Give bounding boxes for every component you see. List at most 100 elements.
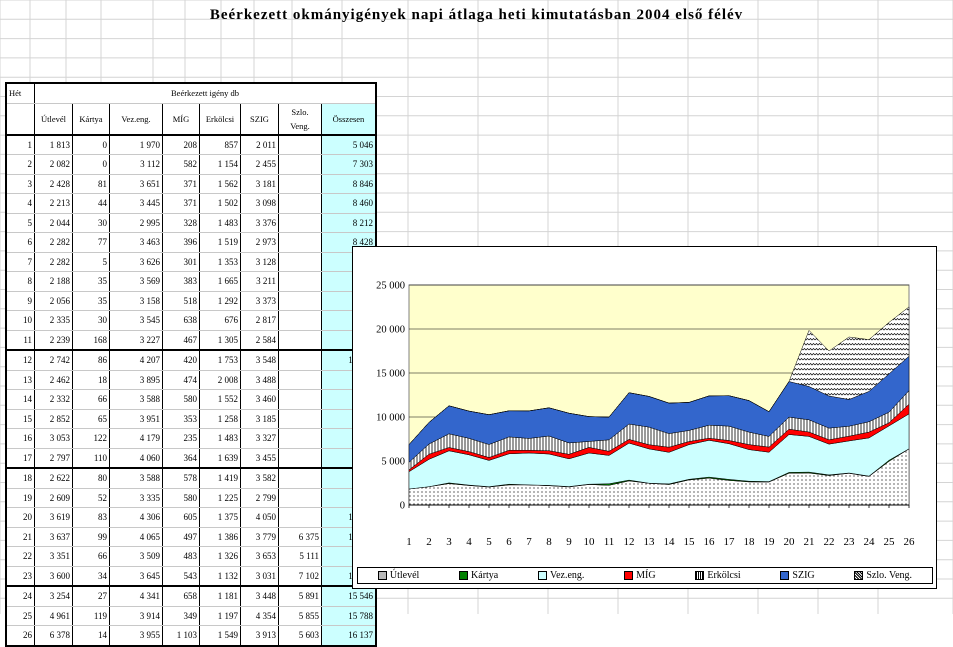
- value-cell: 3 588: [109, 467, 163, 489]
- x-tick-label: 2: [426, 536, 432, 548]
- value-cell: 4 306: [109, 507, 163, 528]
- column-header: SZIG: [240, 103, 279, 135]
- value-cell: 6 375: [278, 527, 322, 547]
- value-cell: [278, 252, 322, 272]
- value-cell: 1 154: [199, 154, 241, 175]
- value-cell: 3 327: [240, 428, 279, 449]
- value-cell: 1 181: [199, 585, 241, 607]
- column-header: Kártya: [72, 103, 110, 135]
- value-cell: 2 008: [199, 370, 241, 390]
- chart-legend: Útlevél Kártya Vez.eng. MÍG Erkölcsi SZIG Szlo…: [357, 567, 933, 584]
- value-cell: [278, 174, 322, 194]
- legend-swatch: [624, 571, 634, 580]
- value-cell: 4 060: [109, 448, 163, 469]
- value-cell: 1 419: [199, 467, 241, 489]
- total-cell: 16 137: [321, 625, 377, 646]
- value-cell: 30: [72, 213, 110, 233]
- value-cell: 1 813: [34, 133, 73, 155]
- value-cell: 1 132: [199, 566, 241, 587]
- value-cell: 3 955: [109, 625, 163, 646]
- value-cell: 474: [162, 370, 200, 390]
- week-cell: 1: [6, 133, 35, 155]
- value-cell: 2 282: [34, 232, 73, 253]
- legend-item: Kártya: [459, 570, 498, 581]
- value-cell: [278, 310, 322, 331]
- x-tick-label: 16: [704, 536, 716, 548]
- value-cell: 3 098: [240, 193, 279, 214]
- value-cell: 65: [72, 409, 110, 429]
- week-cell: 16: [6, 428, 35, 449]
- y-tick-label: 15 000: [376, 369, 405, 380]
- value-cell: 543: [162, 566, 200, 587]
- value-cell: 1 353: [199, 252, 241, 272]
- value-cell: 0: [72, 133, 110, 155]
- value-cell: 420: [162, 349, 200, 371]
- value-cell: [278, 409, 322, 429]
- value-cell: 301: [162, 252, 200, 272]
- value-cell: 2 817: [240, 310, 279, 331]
- value-cell: 2 011: [240, 133, 279, 155]
- value-cell: 658: [162, 585, 200, 607]
- value-cell: 580: [162, 389, 200, 410]
- sheet-title: Beérkezett okmányigények napi átlaga het…: [209, 7, 744, 23]
- x-tick-label: 26: [904, 536, 916, 548]
- legend-label: SZIG: [792, 570, 815, 581]
- value-cell: 3 582: [240, 467, 279, 489]
- value-cell: 3 626: [109, 252, 163, 272]
- value-cell: 4 341: [109, 585, 163, 607]
- value-cell: 35: [72, 291, 110, 311]
- x-tick-label: 21: [804, 536, 815, 548]
- value-cell: 2 044: [34, 213, 73, 233]
- value-cell: 2 335: [34, 310, 73, 331]
- value-cell: 5 891: [278, 585, 322, 607]
- value-cell: 122: [72, 428, 110, 449]
- value-cell: 578: [162, 467, 200, 489]
- value-cell: 66: [72, 546, 110, 567]
- area-series-7: [408, 306, 910, 445]
- value-cell: 3 488: [240, 370, 279, 390]
- value-cell: [278, 193, 322, 214]
- value-cell: 3 227: [109, 330, 163, 351]
- week-cell: 3: [6, 174, 35, 194]
- value-cell: 497: [162, 527, 200, 547]
- value-cell: 1 562: [199, 174, 241, 194]
- value-cell: 81: [72, 174, 110, 194]
- value-cell: 582: [162, 154, 200, 175]
- value-cell: 1 519: [199, 232, 241, 253]
- value-cell: 518: [162, 291, 200, 311]
- value-cell: 4 050: [240, 507, 279, 528]
- week-cell: 12: [6, 349, 35, 371]
- value-cell: 3 653: [240, 546, 279, 567]
- value-cell: 5 603: [278, 625, 322, 646]
- column-header: MÍG: [162, 103, 200, 135]
- value-cell: [278, 349, 322, 371]
- value-cell: 371: [162, 193, 200, 214]
- value-cell: [278, 428, 322, 449]
- value-cell: 1 292: [199, 291, 241, 311]
- value-cell: 3 351: [34, 546, 73, 567]
- y-tick-label: 25 000: [376, 281, 405, 292]
- value-cell: 1 197: [199, 606, 241, 626]
- value-cell: 3 254: [34, 585, 73, 607]
- data-table: Hét Beérkezett igény db Útlevél Kártya Vez.e…: [5, 82, 377, 647]
- value-cell: 18: [72, 370, 110, 390]
- value-cell: 3 128: [240, 252, 279, 272]
- value-cell: 2 332: [34, 389, 73, 410]
- value-cell: 83: [72, 507, 110, 528]
- value-cell: 2 973: [240, 232, 279, 253]
- value-cell: 1 375: [199, 507, 241, 528]
- value-cell: 3 181: [240, 174, 279, 194]
- value-cell: 857: [199, 133, 241, 155]
- column-header: Szlo. Veng.: [278, 103, 322, 135]
- value-cell: 3 895: [109, 370, 163, 390]
- value-cell: 383: [162, 271, 200, 292]
- value-cell: 66: [72, 389, 110, 410]
